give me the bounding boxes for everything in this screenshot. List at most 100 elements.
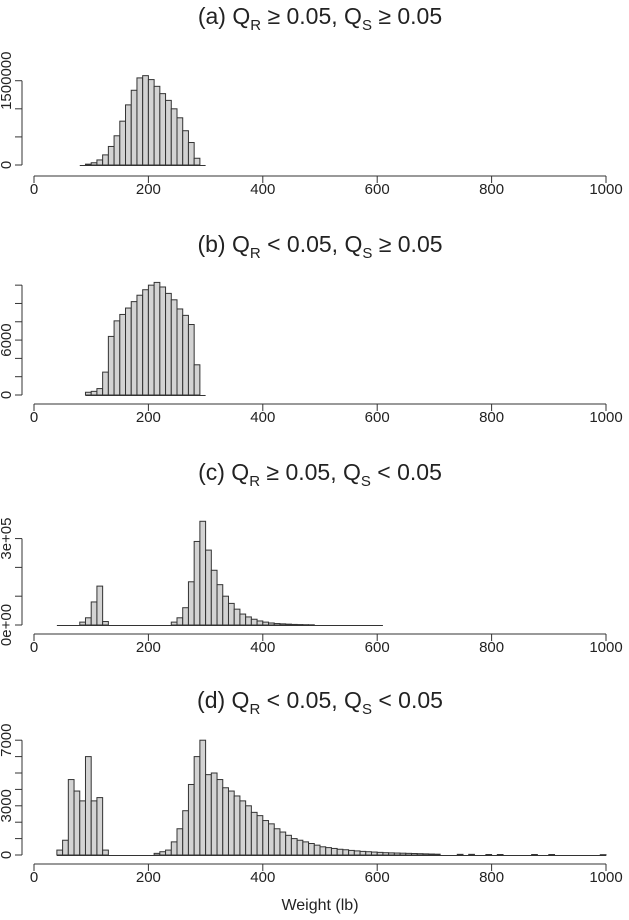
histogram-bar xyxy=(468,853,475,856)
histogram-bar xyxy=(376,851,384,856)
y-tick-label: 6000 xyxy=(0,323,15,356)
x-tick-label: 800 xyxy=(479,409,504,426)
histogram-bar xyxy=(193,540,201,626)
histogram-bar xyxy=(113,320,121,396)
histogram-bar xyxy=(268,622,275,626)
histogram-bar xyxy=(130,301,138,396)
histogram-bar xyxy=(330,847,338,856)
x-tick-label: 0 xyxy=(30,639,38,656)
title-text: ≥ 0.05, Q xyxy=(261,3,362,29)
x-tick-label: 200 xyxy=(136,639,161,656)
histogram-bar xyxy=(176,117,184,166)
x-tick-label: 400 xyxy=(250,409,275,426)
histogram-bar xyxy=(136,294,144,396)
title-text: ≥ 0.05 xyxy=(372,231,442,257)
histogram-bar xyxy=(256,815,264,856)
histogram-bar xyxy=(84,391,92,396)
histogram-bar xyxy=(227,602,235,626)
title-text: < 0.05 xyxy=(372,687,443,713)
histogram-bar xyxy=(165,292,172,396)
histogram-bar xyxy=(193,364,201,396)
title-subscript: R xyxy=(250,245,261,262)
histogram-bar xyxy=(182,607,189,626)
histogram-bar xyxy=(90,390,98,396)
histogram-bar xyxy=(170,841,178,856)
histogram-panel-a: (a) QR ≥ 0.05, QS ≥ 0.05 0 200 400 600 800 100… xyxy=(0,3,623,198)
histogram-bar xyxy=(365,851,372,856)
histogram-bar xyxy=(411,853,418,856)
histogram-bar xyxy=(170,108,178,166)
y-tick-label: 1500000 xyxy=(0,52,15,110)
title-subscript: R xyxy=(250,17,261,34)
histogram-bar xyxy=(187,142,195,166)
histogram-bar xyxy=(79,800,86,856)
histogram-bar xyxy=(130,89,138,166)
x-tick-label: 600 xyxy=(365,181,390,198)
histogram-bar xyxy=(170,621,178,626)
histogram-bar xyxy=(256,620,264,626)
title-subscript: R xyxy=(249,473,260,490)
y-tick-label: 3e+05 xyxy=(0,518,15,560)
x-tick-label: 200 xyxy=(136,181,161,198)
x-tick-label: 0 xyxy=(30,181,38,198)
histogram-bar xyxy=(159,286,167,396)
histogram-bar xyxy=(102,621,109,626)
histogram-bar xyxy=(67,779,75,856)
histogram-bar xyxy=(90,601,98,626)
histogram-bar xyxy=(216,584,224,626)
histogram-bar xyxy=(153,852,161,856)
histogram-bar xyxy=(125,104,132,166)
histogram-bar xyxy=(548,854,556,856)
histogram-bar xyxy=(290,623,298,626)
histogram-bar xyxy=(147,284,155,396)
histogram-bar xyxy=(176,308,184,396)
histogram-bar xyxy=(599,854,607,856)
histogram-bar xyxy=(210,569,218,626)
histogram-bar xyxy=(319,846,327,856)
histogram-bar xyxy=(199,739,207,856)
histogram-bar xyxy=(233,795,241,856)
histogram-bar xyxy=(84,756,92,856)
histogram-bar xyxy=(142,289,149,396)
title-text: ≥ 0.05, Q xyxy=(260,459,361,485)
panel-title: (a) QR ≥ 0.05, QS ≥ 0.05 xyxy=(198,3,442,34)
histogram-bar xyxy=(199,520,207,626)
histogram-bar xyxy=(279,623,287,626)
title-subscript: S xyxy=(362,245,372,262)
histogram-bar xyxy=(433,853,441,856)
histogram-bar xyxy=(159,93,167,166)
title-subscript: S xyxy=(362,17,372,34)
histogram-bar xyxy=(382,852,390,856)
y-tick-label: 0 xyxy=(0,851,15,859)
histogram-bar xyxy=(187,783,195,856)
histogram-bar xyxy=(125,307,132,396)
x-tick-label: 800 xyxy=(479,181,504,198)
histogram-bar xyxy=(422,853,430,856)
histogram-bar xyxy=(193,157,201,166)
title-subscript: S xyxy=(362,701,372,718)
y-tick-label: 0e+00 xyxy=(0,604,15,646)
x-tick-label: 1000 xyxy=(589,869,622,886)
histogram-bar xyxy=(205,774,212,856)
histogram-bar xyxy=(239,613,247,626)
histogram-bar xyxy=(279,831,287,856)
x-tick-label: 400 xyxy=(250,639,275,656)
histogram-bar xyxy=(485,854,493,856)
histogram-bar xyxy=(325,847,332,856)
histogram-bar xyxy=(182,314,189,396)
histogram-bar xyxy=(353,850,361,856)
panel-title: (b) QR < 0.05, QS ≥ 0.05 xyxy=(197,231,442,262)
x-tick-label: 1000 xyxy=(589,639,622,656)
x-tick-label: 0 xyxy=(30,869,38,886)
histogram-bar xyxy=(308,624,315,626)
histogram-bar xyxy=(262,820,270,856)
histogram-bar xyxy=(296,839,304,856)
histogram-bar xyxy=(227,790,235,856)
histogram-bar xyxy=(193,756,201,856)
histogram-bar xyxy=(370,851,378,856)
x-tick-label: 400 xyxy=(250,869,275,886)
histogram-bar xyxy=(393,852,401,856)
histogram-bar xyxy=(273,828,281,856)
x-tick-label: 800 xyxy=(479,869,504,886)
histogram-bar xyxy=(165,849,172,856)
